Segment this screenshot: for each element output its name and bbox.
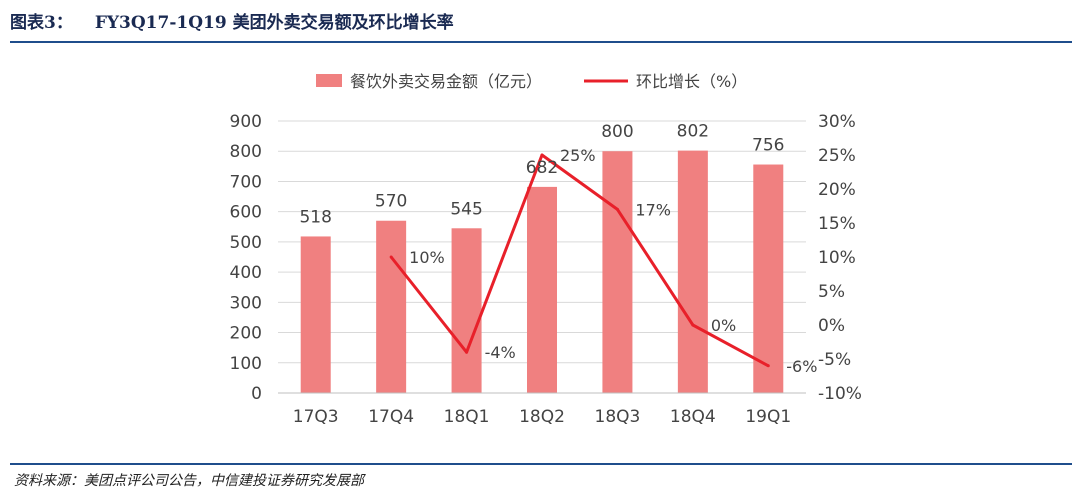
growth-value-label: 0% (711, 316, 736, 335)
axes: 0 100 200 300 400 500 600 700 800 900 -10% -5% 0% 5% 1… (230, 112, 862, 427)
y-right-tick-label: 10% (818, 248, 856, 268)
y-right-tick-label: -5% (818, 350, 851, 370)
bars (300, 150, 784, 393)
growth-value-label: 10% (409, 248, 445, 267)
x-tick-label: 18Q4 (670, 407, 716, 427)
y-left-tick-label: 800 (230, 142, 262, 162)
growth-value-label: -4% (485, 343, 516, 362)
y-right-tick-label: 5% (818, 282, 845, 302)
bar (527, 186, 557, 393)
chart: 518 570 545 682 800 802 756 10% -4% 25% 17% 0% -6% 0… (230, 72, 862, 427)
y-right-tick-label: -10% (818, 384, 862, 404)
growth-value-label: -6% (786, 357, 817, 376)
growth-value-label: 17% (635, 200, 671, 219)
bar-value-label: 800 (601, 122, 633, 142)
growth-point (465, 350, 469, 354)
bar-value-label: 570 (375, 192, 407, 212)
legend-swatch-bar (316, 74, 342, 87)
bar (376, 220, 407, 393)
growth-line-path (389, 153, 769, 368)
bar (451, 228, 482, 393)
x-tick-label: 18Q2 (519, 407, 565, 427)
bar-value-label: 682 (526, 158, 558, 178)
title-divider (10, 41, 1072, 43)
figure-title-text: FY3Q17-1Q19 美团外卖交易额及环比增长率 (94, 13, 454, 33)
x-tick-label: 18Q1 (444, 407, 490, 427)
bar-value-label: 518 (299, 207, 331, 227)
y-right-tick-label: 25% (818, 146, 856, 166)
legend: 餐饮外卖交易金额（亿元） 环比增长（%） (316, 72, 747, 91)
bar-value-label: 802 (677, 122, 709, 142)
source-note: 资料来源：美团点评公司公告，中信建投证券研究发展部 (14, 473, 364, 489)
y-left-tick-label: 300 (230, 293, 262, 313)
bar-value-label: 545 (450, 199, 482, 219)
growth-point (615, 207, 619, 211)
bar (300, 236, 331, 393)
figure-label: 图表3： (10, 13, 73, 33)
y-left-tick-label: 100 (230, 354, 262, 374)
growth-value-label: 25% (560, 146, 596, 165)
data-labels: 518 570 545 682 800 802 756 10% -4% 25% 17% 0% -6% (299, 122, 817, 376)
bar (677, 150, 708, 393)
bar (753, 164, 784, 393)
figure-title: 图表3： FY3Q17-1Q19 美团外卖交易额及环比增长率 (10, 8, 454, 33)
growth-point (540, 153, 544, 157)
x-tick-label: 17Q3 (293, 407, 339, 427)
bar-value-label: 756 (752, 136, 784, 156)
y-right-tick-label: 15% (818, 214, 856, 234)
y-left-tick-label: 600 (230, 203, 262, 223)
y-left-tick-label: 900 (230, 112, 262, 132)
x-tick-label: 18Q3 (595, 407, 641, 427)
source-divider (10, 463, 1072, 465)
y-right-tick-label: 30% (818, 112, 856, 132)
y-left-tick-label: 700 (230, 172, 262, 192)
x-tick-label: 17Q4 (368, 407, 414, 427)
y-left-tick-label: 500 (230, 233, 262, 253)
growth-point (389, 255, 393, 259)
y-right-tick-label: 20% (818, 180, 856, 200)
bar (602, 151, 633, 393)
y-left-tick-label: 400 (230, 263, 262, 283)
legend-label-line: 环比增长（%） (636, 72, 747, 91)
y-left-tick-label: 0 (251, 384, 262, 404)
growth-line (389, 153, 770, 368)
legend-label-bar: 餐饮外卖交易金额（亿元） (350, 72, 542, 91)
growth-point (691, 323, 695, 327)
growth-point (766, 364, 770, 368)
y-right-tick-label: 0% (818, 316, 845, 336)
x-tick-label: 19Q1 (745, 407, 791, 427)
y-left-tick-label: 200 (230, 324, 262, 344)
